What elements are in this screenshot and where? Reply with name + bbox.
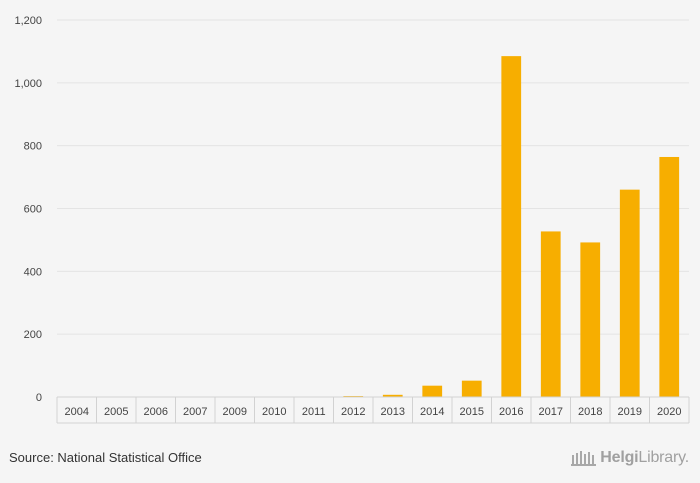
y-tick-label: 200 bbox=[24, 329, 42, 341]
helgi-library-logo: HelgiLibrary. bbox=[571, 449, 689, 467]
y-tick-label: 1,000 bbox=[14, 78, 42, 90]
y-axis-ticks: 0 200 400 600 800 1,000 1,200 bbox=[14, 15, 42, 404]
brand-name-bold: Helgi bbox=[600, 449, 639, 466]
brand-name-rest: Library. bbox=[638, 449, 689, 466]
x-tick-label: 2005 bbox=[104, 406, 128, 418]
y-tick-label: 800 bbox=[24, 141, 42, 153]
y-tick-label: 600 bbox=[24, 204, 42, 216]
x-tick-label: 2019 bbox=[618, 406, 642, 418]
x-tick-label: 2010 bbox=[262, 406, 286, 418]
y-tick-label: 400 bbox=[24, 266, 42, 278]
x-tick-label: 2011 bbox=[302, 406, 326, 418]
y-tick-label: 1,200 bbox=[14, 15, 42, 27]
bars bbox=[343, 56, 680, 398]
x-tick-label: 2004 bbox=[65, 406, 89, 418]
x-tick-label: 2020 bbox=[657, 406, 681, 418]
x-tick-label: 2016 bbox=[499, 406, 523, 418]
source-note: Source: National Statistical Office bbox=[9, 450, 202, 465]
x-tick-label: 2009 bbox=[223, 406, 247, 418]
x-tick-label: 2013 bbox=[381, 406, 405, 418]
bar bbox=[659, 156, 680, 397]
bar bbox=[422, 385, 443, 397]
bar bbox=[540, 231, 561, 397]
library-building-icon bbox=[571, 451, 597, 466]
bar bbox=[580, 242, 601, 397]
brand-name: HelgiLibrary. bbox=[600, 449, 689, 467]
bar bbox=[501, 56, 522, 398]
y-tick-label: 0 bbox=[36, 392, 42, 404]
x-tick-label: 2006 bbox=[144, 406, 168, 418]
x-axis: 2004 2005 2006 2007 2009 2010 2011 2012 2013 2014… bbox=[56, 396, 690, 424]
x-tick-label: 2007 bbox=[183, 406, 207, 418]
bar-chart: 0 200 400 600 800 1,000 1,200 2004 2005 2006 2007… bbox=[14, 15, 690, 424]
bar bbox=[382, 394, 403, 397]
bar bbox=[461, 380, 482, 397]
x-tick-label: 2017 bbox=[539, 406, 563, 418]
x-tick-label: 2015 bbox=[460, 406, 484, 418]
x-tick-label: 2012 bbox=[341, 406, 365, 418]
x-tick-label: 2014 bbox=[420, 406, 444, 418]
bar bbox=[619, 189, 640, 397]
x-tick-label: 2018 bbox=[578, 406, 602, 418]
